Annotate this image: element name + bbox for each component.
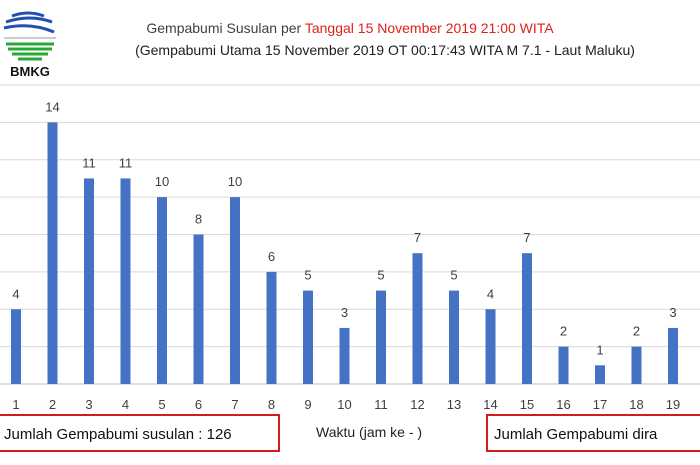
bar: [376, 290, 386, 384]
chart-title: Gempabumi Susulan per Tanggal 15 Novembe…: [146, 20, 554, 36]
bar: [11, 309, 21, 384]
bar: [595, 365, 605, 384]
x-tick-label: 19: [666, 397, 680, 412]
bar: [120, 178, 131, 384]
chart-subtitle: (Gempabumi Utama 15 November 2019 OT 00:…: [135, 42, 635, 58]
data-label: 8: [195, 212, 202, 227]
x-tick-label: 2: [49, 397, 56, 412]
bmkg-logo: BMKG: [3, 11, 56, 79]
bar: [266, 271, 277, 384]
data-label: 10: [155, 174, 169, 189]
bar: [668, 327, 678, 384]
data-label: 4: [12, 286, 19, 301]
x-tick-label: 5: [158, 397, 165, 412]
x-tick-label: 12: [410, 397, 424, 412]
data-label: 7: [414, 230, 421, 245]
x-tick-label: 3: [85, 397, 92, 412]
x-tick-label: 7: [231, 397, 238, 412]
data-label: 5: [304, 268, 311, 283]
bar: [193, 234, 204, 384]
data-label: 3: [669, 305, 676, 320]
bar: [631, 346, 642, 384]
x-tick-label: 4: [122, 397, 129, 412]
x-tick-label: 11: [374, 397, 388, 412]
felt-aftershocks-box: Jumlah Gempabumi dira: [486, 414, 700, 452]
x-tick-label: 17: [593, 397, 607, 412]
data-label: 6: [268, 249, 275, 264]
data-label: 14: [45, 99, 59, 114]
bar: [84, 178, 94, 384]
bar: [339, 327, 350, 384]
x-tick-label: 15: [520, 397, 534, 412]
data-label: 3: [341, 305, 348, 320]
data-label: 1: [596, 342, 603, 357]
x-tick-label: 8: [268, 397, 275, 412]
data-label: 7: [523, 230, 530, 245]
data-label: 2: [633, 324, 640, 339]
data-label: 2: [560, 324, 567, 339]
x-axis-label: Waktu (jam ke - ): [316, 424, 423, 440]
data-label: 11: [82, 155, 96, 170]
x-tick-label: 6: [195, 397, 202, 412]
x-tick-label: 18: [629, 397, 643, 412]
bar: [485, 309, 496, 384]
bar: [230, 197, 240, 384]
data-label: 5: [450, 268, 457, 283]
x-tick-label: 10: [337, 397, 351, 412]
x-tick-label: 16: [556, 397, 570, 412]
svg-text:BMKG: BMKG: [10, 64, 50, 79]
bar: [412, 253, 423, 384]
data-label: 11: [119, 155, 133, 170]
bar: [522, 253, 532, 384]
x-tick-label: 13: [447, 397, 461, 412]
x-tick-label: 14: [483, 397, 497, 412]
x-tick-label: 1: [12, 397, 19, 412]
bar: [558, 346, 569, 384]
x-tick-label: 9: [304, 397, 311, 412]
bar: [449, 290, 459, 384]
bar: [157, 197, 167, 384]
total-aftershocks-box: Jumlah Gempabumi susulan : 126: [0, 414, 280, 452]
bar: [303, 290, 313, 384]
data-label: 10: [228, 174, 242, 189]
data-label: 5: [377, 268, 384, 283]
data-label: 4: [487, 286, 494, 301]
bar: [47, 122, 58, 384]
